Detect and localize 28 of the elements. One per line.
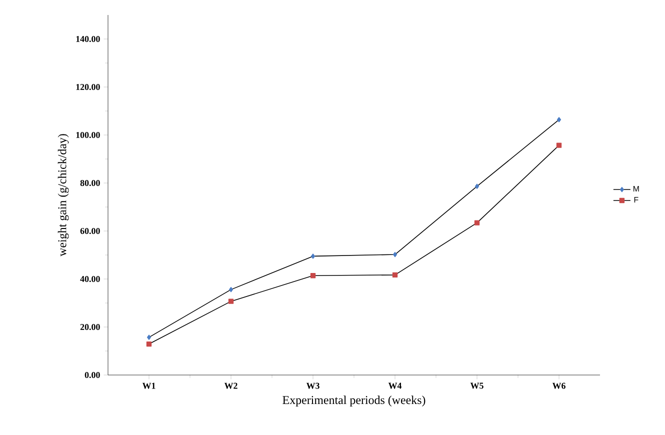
point [228,286,234,292]
x-tick-label: W3 [306,382,320,389]
y-axis-title: weight gain (g/chick/day) [58,134,69,256]
x-axis-title: Experimental periods (weeks) [282,396,426,407]
point [310,254,316,259]
y-tick-label: 60.00 [80,228,100,234]
point [146,341,152,347]
point [474,220,480,226]
y-tick-label: 40.00 [80,276,100,282]
y-tick-label: 20.00 [80,324,100,330]
x-tick-label: W1 [142,382,156,389]
x-tick-label: W2 [224,382,238,389]
y-tick-label: 140.00 [76,36,100,42]
point [228,298,234,304]
y-tick-label: 0.00 [84,372,100,378]
x-tick-label: W5 [470,382,484,389]
point [392,252,398,258]
point [146,334,152,340]
y-tick-label: 100.00 [76,132,100,138]
point [392,272,398,278]
point [556,117,562,122]
x-tick-label: W4 [388,382,402,389]
y-tick-label: 120.00 [76,84,100,90]
point [310,273,316,278]
point [556,142,562,148]
x-tick-label: W6 [552,382,566,389]
point [474,184,480,189]
y-tick-label: 80.00 [80,180,100,186]
